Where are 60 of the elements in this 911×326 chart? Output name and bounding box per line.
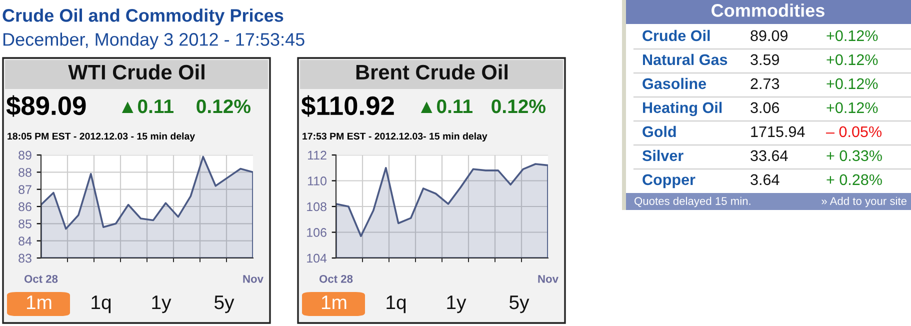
text: ▲0.11 (420, 99, 472, 114)
text: $110.92 (301, 95, 394, 117)
text: 1m (26, 296, 52, 310)
text: Quotes delayed 15 min. (634, 196, 750, 208)
text: +0.12% (826, 54, 878, 66)
y-tick-label: 87 (18, 185, 32, 194)
text: + 0.33% (826, 150, 882, 162)
text: – 0.05% (826, 126, 882, 138)
text: +0.12% (826, 30, 878, 42)
text: 18:05 PM EST - 2012.12.03 - 15 min delay (8, 132, 196, 142)
x-tick-label: Nov (538, 275, 558, 283)
text: 0.12% (492, 99, 546, 114)
text: 5y (510, 296, 530, 314)
x-tick-label: Oct 28 (319, 274, 353, 283)
text: + 0.28% (826, 174, 882, 186)
text: 17:53 PM EST - 2012.12.03- 15 min delay (302, 132, 488, 142)
chart-title: Brent Crude Oil (356, 64, 508, 80)
text: 5y (214, 296, 234, 314)
x-tick-label: Nov (243, 275, 264, 283)
chart-title: WTI Crude Oil (68, 64, 204, 80)
text: 1q (92, 296, 111, 314)
text: Heating Oil (643, 102, 722, 116)
y-tick-label: 84 (18, 236, 32, 246)
text: » Add to your site (822, 196, 907, 208)
text: 2.73 (750, 78, 780, 90)
y-tick-label: 112 (308, 150, 326, 160)
text: 1y (152, 296, 172, 314)
text: 3.59 (750, 54, 780, 66)
text: 1m (322, 296, 346, 310)
text: 33.64 (750, 150, 788, 162)
y-tick-label: 86 (18, 202, 32, 212)
y-tick-label: 110 (308, 176, 326, 186)
text: Copper (642, 174, 696, 188)
y-tick-label: 106 (307, 228, 326, 237)
text: Gasoline (642, 78, 706, 90)
text: 1q (386, 296, 406, 314)
text: Crude Oil (642, 30, 710, 42)
text: +0.12% (826, 102, 878, 114)
text: Gold (642, 126, 676, 138)
text: $89.09 (6, 95, 86, 117)
text: Commodities (712, 4, 824, 17)
y-tick-label: 108 (307, 202, 326, 212)
text: 1715.94 (751, 126, 805, 138)
text: Natural Gas (643, 54, 728, 66)
y-tick-label: 83 (18, 254, 32, 263)
text: Silver (642, 150, 684, 162)
text: 0.12% (196, 99, 250, 114)
text: 3.64 (750, 174, 780, 186)
text: +0.12% (826, 78, 878, 90)
text: 89.09 (750, 30, 788, 42)
text: 1y (447, 296, 466, 314)
y-tick-label: 88 (18, 168, 32, 177)
text: Crude Oil and Commodity Prices (2, 8, 284, 26)
text: 3.06 (750, 102, 780, 114)
text: December, Monday 3 2012 - 17:53:45 (3, 32, 304, 50)
x-tick-label: Oct 28 (24, 274, 58, 283)
y-tick-label: 89 (18, 150, 32, 160)
y-tick-label: 104 (307, 254, 327, 263)
text: ▲0.11 (122, 99, 174, 114)
y-tick-label: 85 (18, 219, 32, 228)
